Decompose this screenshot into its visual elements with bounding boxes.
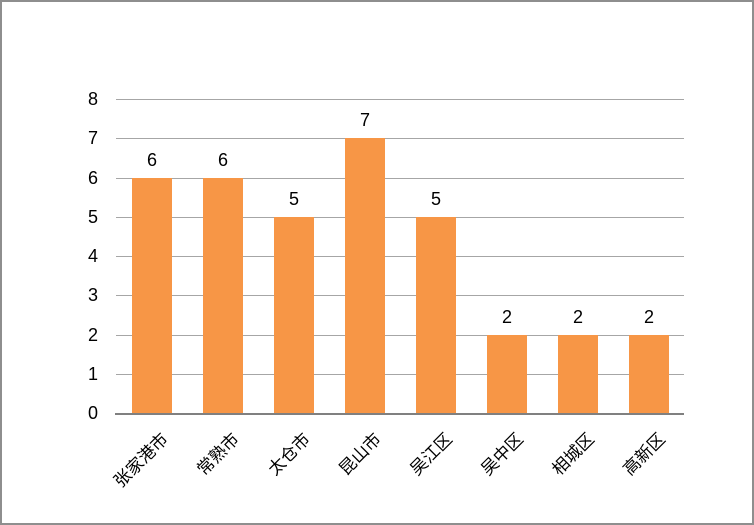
bar-高新区: [629, 335, 669, 414]
gridline-y4: [116, 256, 684, 257]
gridline-y8: [116, 99, 684, 100]
gridline-y1: [116, 374, 684, 375]
x-tick-label-相城区: 相城区: [548, 429, 598, 480]
x-tick-label-昆山市: 昆山市: [335, 429, 385, 480]
x-tick-label-常熟市: 常熟市: [193, 429, 243, 480]
bar-太仓市: [274, 217, 314, 413]
gridline-y3: [116, 295, 684, 296]
bar-相城区: [558, 335, 598, 414]
y-tick-label-1: 1: [87, 364, 98, 384]
gridline-y5: [116, 217, 684, 218]
data-label-常熟市: 6: [217, 150, 228, 170]
x-tick-label-高新区: 高新区: [619, 429, 669, 480]
x-axis-line: [115, 413, 684, 415]
y-tick-label-3: 3: [87, 285, 98, 305]
data-label-高新区: 2: [643, 307, 654, 327]
bar-张家港市: [132, 178, 172, 414]
x-tick-label-吴江区: 吴江区: [406, 429, 456, 480]
x-tick-label-张家港市: 张家港市: [110, 429, 172, 492]
y-tick-label-5: 5: [87, 207, 98, 227]
gridline-y2: [116, 335, 684, 336]
gridline-y6: [116, 178, 684, 179]
y-tick-label-0: 0: [87, 403, 98, 423]
bar-常熟市: [203, 178, 243, 414]
data-label-吴中区: 2: [501, 307, 512, 327]
y-tick-label-7: 7: [87, 128, 98, 148]
bar-吴中区: [487, 335, 527, 414]
y-tick-label-6: 6: [87, 168, 98, 188]
y-tick-label-8: 8: [87, 89, 98, 109]
x-tick-label-吴中区: 吴中区: [477, 429, 527, 480]
data-label-相城区: 2: [572, 307, 583, 327]
x-tick-label-太仓市: 太仓市: [264, 429, 314, 480]
y-tick-label-4: 4: [87, 246, 98, 266]
data-label-昆山市: 7: [359, 110, 370, 130]
y-tick-label-2: 2: [87, 325, 98, 345]
gridline-y7: [116, 138, 684, 139]
data-label-吴江区: 5: [430, 189, 441, 209]
bar-吴江区: [416, 217, 456, 413]
bar-昆山市: [345, 138, 385, 413]
data-label-张家港市: 6: [146, 150, 157, 170]
data-label-太仓市: 5: [288, 189, 299, 209]
